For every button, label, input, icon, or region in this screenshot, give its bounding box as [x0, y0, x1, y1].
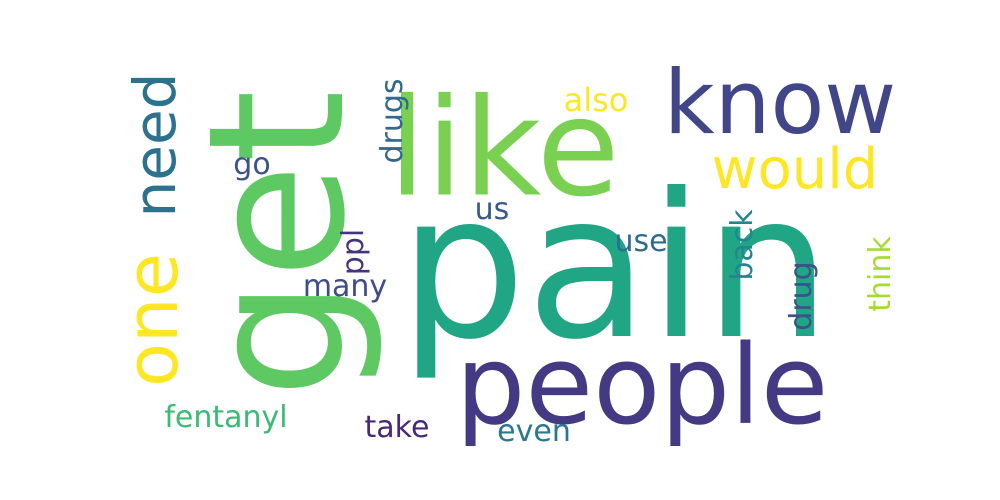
word-go: go	[233, 147, 271, 182]
word-drug: drug	[784, 261, 819, 331]
word-think: think	[863, 236, 898, 312]
word-back: back	[725, 209, 760, 281]
word-even: even	[497, 414, 571, 449]
word-know: know	[663, 51, 897, 154]
word-drugs: drugs	[375, 78, 410, 164]
word-pain: pain	[399, 151, 831, 384]
word-many: many	[302, 269, 388, 304]
word-like: like	[388, 69, 620, 227]
word-take: take	[364, 410, 430, 445]
word-use: use	[614, 224, 668, 259]
word-one: one	[110, 253, 194, 387]
word-also: also	[563, 81, 629, 119]
word-people: people	[455, 321, 829, 449]
word-need: need	[121, 72, 189, 218]
word-fentanyl: fentanyl	[164, 400, 288, 435]
word-us: us	[474, 192, 510, 227]
word-would: would	[711, 137, 879, 202]
